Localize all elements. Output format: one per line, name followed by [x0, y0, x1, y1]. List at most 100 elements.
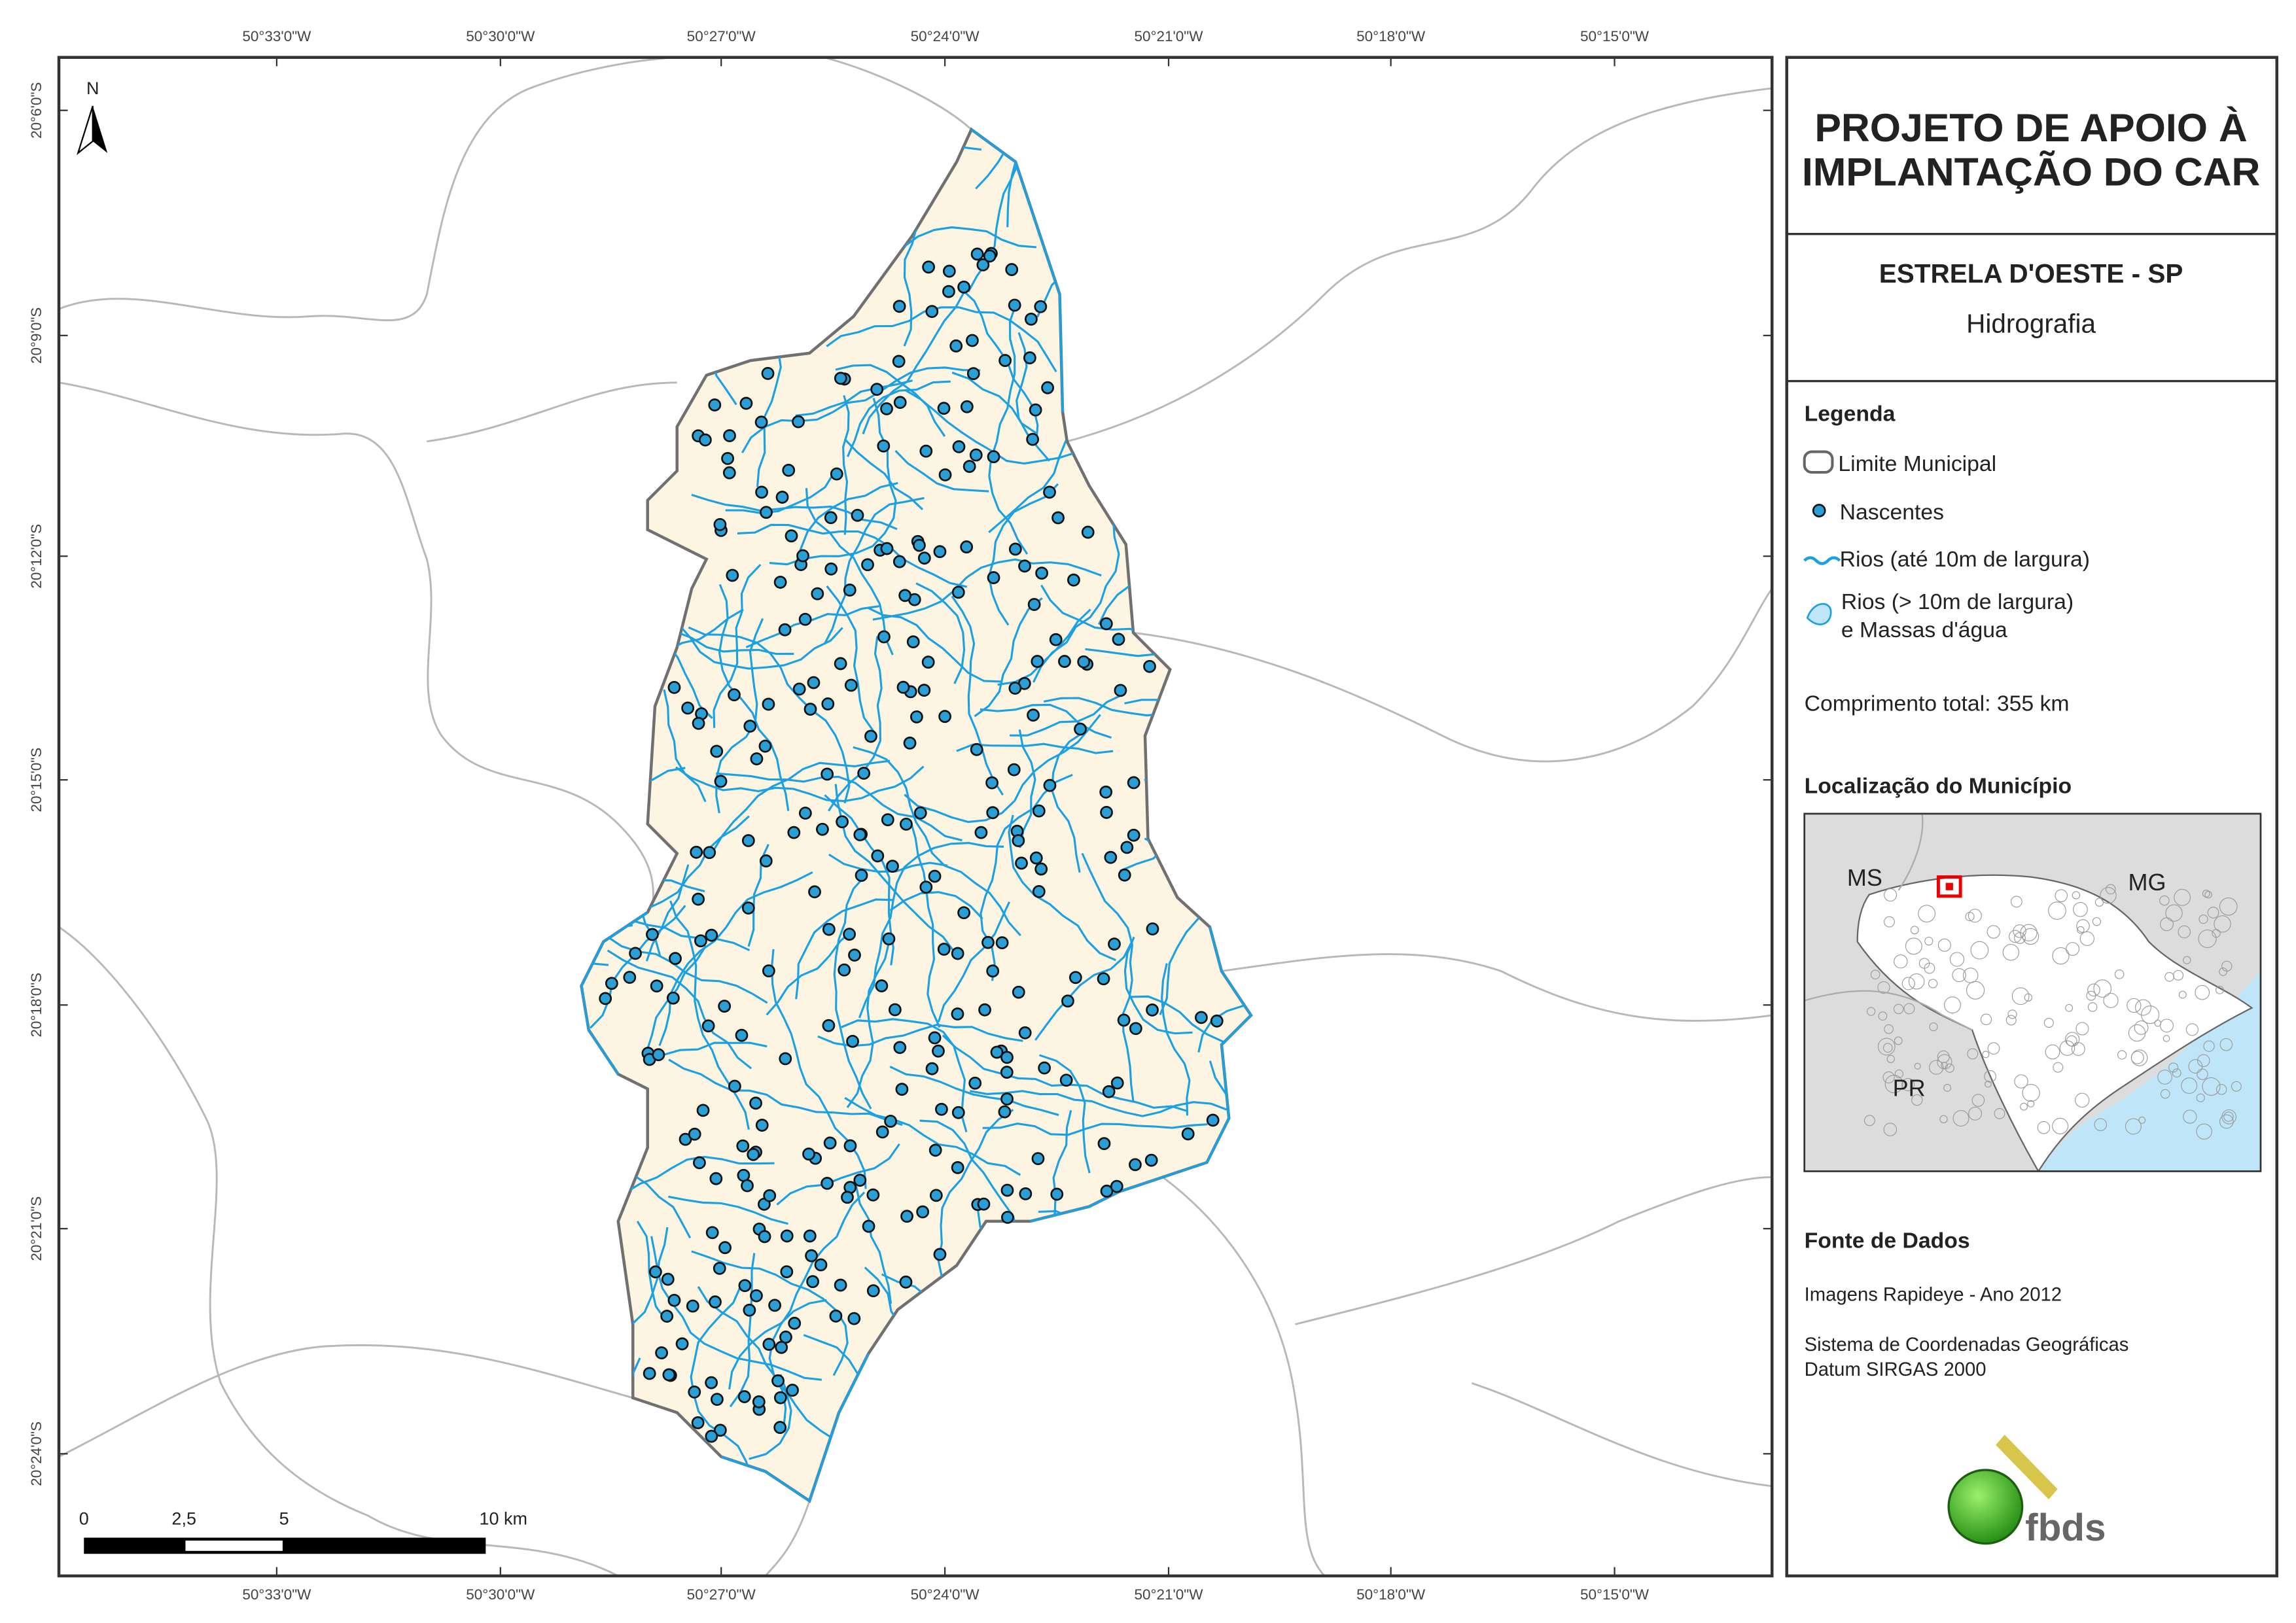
spring: [925, 305, 939, 319]
spring: [843, 1139, 857, 1153]
mesh-cell: [1884, 916, 1895, 928]
spring: [1026, 432, 1040, 446]
mesh-cell: [2002, 944, 2019, 961]
mesh-cell: [1967, 1048, 1979, 1060]
mesh-cell: [1937, 1050, 1950, 1064]
spring: [722, 466, 736, 480]
spring: [1019, 1187, 1033, 1200]
mesh-cell: [2219, 1114, 2234, 1129]
spring: [821, 697, 835, 710]
river: [633, 815, 750, 922]
spring: [755, 1119, 769, 1132]
mesh-cell: [1987, 925, 2000, 939]
spring: [1049, 633, 1063, 646]
river: [795, 379, 913, 417]
spring: [771, 1374, 785, 1387]
spring: [886, 860, 899, 873]
river: [915, 582, 966, 684]
mesh-cell: [2127, 998, 2142, 1013]
river: [658, 871, 813, 1046]
spring: [998, 1105, 1012, 1119]
river: [645, 1041, 768, 1056]
scale-segment: [185, 1541, 283, 1551]
spring: [710, 744, 724, 758]
spring: [1069, 971, 1082, 985]
spring: [1108, 937, 1121, 951]
spring: [786, 1384, 799, 1397]
spring: [917, 551, 931, 565]
spring: [806, 1275, 820, 1289]
spring: [929, 1189, 943, 1202]
mesh-cell: [2196, 1123, 2212, 1140]
river: [894, 449, 989, 493]
spring: [743, 720, 757, 733]
river: [988, 304, 1029, 555]
lon-label: 50°24'0"W: [911, 28, 980, 44]
mesh-cell: [2087, 1002, 2098, 1012]
spring: [807, 676, 821, 689]
spring: [728, 1079, 741, 1093]
spring: [773, 576, 787, 589]
inset-label: MS: [1847, 864, 1882, 891]
spring: [976, 258, 990, 271]
spring: [1050, 1187, 1064, 1201]
spring: [857, 767, 871, 780]
mesh-cell: [2071, 1042, 2085, 1056]
mesh-cell: [2059, 1040, 2075, 1056]
spring: [1027, 708, 1040, 722]
spring: [1029, 851, 1043, 865]
mesh-cell: [2077, 926, 2085, 934]
spring: [1029, 403, 1042, 417]
mesh-cell: [2055, 889, 2068, 902]
state-border: [1804, 990, 1973, 1031]
spring: [718, 1241, 732, 1255]
mesh-cell: [2198, 930, 2217, 949]
mesh-cell: [2221, 1109, 2236, 1125]
spring: [775, 491, 789, 504]
lon-label: 50°30'0"W: [466, 28, 535, 44]
mesh-cell: [2092, 917, 2102, 926]
spring: [1007, 763, 1021, 777]
spring: [942, 285, 955, 298]
mesh-cell: [2138, 1116, 2146, 1124]
spring: [855, 869, 868, 882]
spring: [853, 1174, 867, 1187]
river: [982, 1122, 1208, 1136]
spring: [714, 775, 728, 788]
spring: [1038, 1061, 1051, 1075]
river: [663, 689, 707, 803]
mesh-cell: [2079, 931, 2094, 946]
ocean: [2038, 971, 2261, 1172]
spring: [978, 1003, 991, 1017]
spring: [773, 1421, 787, 1434]
spring: [981, 935, 995, 949]
river: [858, 842, 1004, 1019]
lon-label: 50°33'0"W: [242, 1586, 311, 1603]
lon-label: 50°30'0"W: [466, 1586, 535, 1603]
river: [904, 714, 1101, 824]
river: [716, 772, 963, 842]
spring: [650, 979, 663, 993]
spring: [754, 415, 768, 429]
boundary: [1221, 953, 1773, 1022]
spring: [739, 396, 753, 410]
spring: [735, 1028, 749, 1042]
spring: [875, 979, 889, 992]
mesh-cell: [2130, 1049, 2148, 1066]
mesh-cell: [2159, 895, 2170, 906]
mesh-cell: [2106, 884, 2116, 895]
lon-label: 50°33'0"W: [242, 28, 311, 44]
river: [645, 864, 690, 962]
river: [691, 1250, 849, 1376]
mesh-cell: [2007, 1009, 2017, 1019]
spring: [778, 623, 792, 637]
mesh-cell: [2160, 1019, 2174, 1033]
river: [823, 497, 925, 645]
mesh-cell: [2065, 1003, 2074, 1012]
mesh-cell: [1884, 888, 1898, 902]
legend-item: Limite Municipal: [1838, 451, 1996, 476]
spring: [660, 1310, 674, 1323]
river: [833, 875, 872, 1109]
spring: [1129, 1022, 1142, 1036]
